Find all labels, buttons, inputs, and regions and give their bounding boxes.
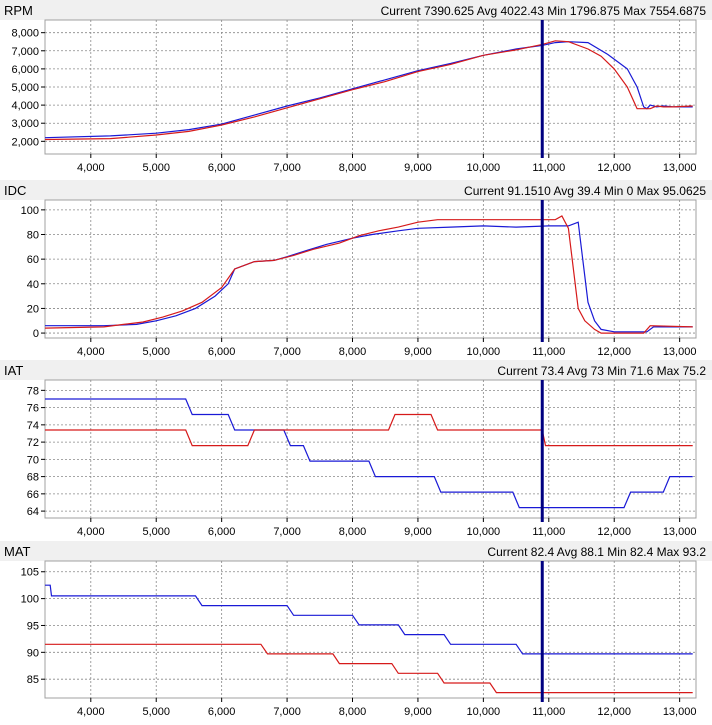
x-tick-label: 11,000 xyxy=(532,162,565,174)
plot-area xyxy=(44,199,697,339)
y-tick-label: 8,000 xyxy=(11,28,39,40)
y-tick-label: 85 xyxy=(27,674,39,686)
y-tick-label: 100 xyxy=(21,205,39,217)
x-tick-label: 5,000 xyxy=(142,706,170,718)
y-tick-label: 74 xyxy=(27,420,39,432)
y-tick-label: 95 xyxy=(27,620,39,632)
panel-stats: Current 91.1510 Avg 39.4 Min 0 Max 95.06… xyxy=(464,184,706,198)
x-tick-label: 4,000 xyxy=(77,346,105,358)
panel-stats: Current 7390.625 Avg 4022.43 Min 1796.87… xyxy=(381,4,707,18)
y-tick-label: 105 xyxy=(21,567,39,579)
series-line-blue xyxy=(45,221,693,333)
x-tick-label: 6,000 xyxy=(208,526,236,538)
y-tick-label: 60 xyxy=(27,254,39,266)
x-tick-label: 12,000 xyxy=(597,706,631,718)
x-tick-label: 6,000 xyxy=(208,162,236,174)
panel-title: RPM xyxy=(4,3,33,18)
y-tick-label: 4,000 xyxy=(11,100,39,112)
panel-header xyxy=(0,0,712,20)
x-tick-label: 10,000 xyxy=(467,346,501,358)
y-tick-label: 76 xyxy=(27,403,39,415)
y-tick-label: 6,000 xyxy=(11,64,39,76)
y-tick-label: 7,000 xyxy=(11,46,39,58)
panel-idc: IDC Current 91.1510 Avg 39.4 Min 0 Max 95… xyxy=(0,180,712,358)
x-tick-label: 9,000 xyxy=(404,526,432,538)
x-tick-label: 10,000 xyxy=(467,162,501,174)
y-tick-label: 0 xyxy=(33,328,39,340)
x-tick-label: 9,000 xyxy=(404,162,432,174)
x-tick-label: 4,000 xyxy=(77,162,105,174)
x-tick-label: 7,000 xyxy=(273,162,301,174)
x-tick-label: 6,000 xyxy=(208,346,236,358)
x-tick-label: 8,000 xyxy=(339,526,367,538)
y-tick-label: 90 xyxy=(27,647,39,659)
series-line-blue xyxy=(45,584,693,655)
x-tick-label: 5,000 xyxy=(142,346,170,358)
panel-title: MAT xyxy=(4,544,31,559)
series-line-red xyxy=(45,40,693,141)
x-tick-label: 6,000 xyxy=(208,706,236,718)
x-tick-label: 11,000 xyxy=(532,526,565,538)
x-tick-label: 13,000 xyxy=(663,706,697,718)
panel-title: IAT xyxy=(4,363,23,378)
y-tick-label: 2,000 xyxy=(11,136,39,148)
panel-header xyxy=(0,541,712,561)
y-tick-label: 68 xyxy=(27,472,39,484)
x-tick-label: 11,000 xyxy=(532,346,565,358)
panel-iat: IAT Current 73.4 Avg 73 Min 71.6 Max 75.2… xyxy=(0,360,712,538)
x-tick-label: 10,000 xyxy=(467,526,501,538)
panel-mat: MAT Current 82.4 Avg 88.1 Min 82.4 Max 93… xyxy=(0,541,712,718)
x-tick-label: 7,000 xyxy=(273,526,301,538)
x-tick-label: 13,000 xyxy=(663,346,697,358)
y-tick-label: 70 xyxy=(27,454,39,466)
y-tick-label: 20 xyxy=(27,303,39,315)
x-tick-label: 5,000 xyxy=(142,162,170,174)
x-tick-label: 4,000 xyxy=(77,706,105,718)
y-tick-label: 72 xyxy=(27,437,39,449)
x-tick-label: 13,000 xyxy=(663,526,697,538)
y-tick-label: 66 xyxy=(27,489,39,501)
x-tick-label: 5,000 xyxy=(142,526,170,538)
panel-stats: Current 82.4 Avg 88.1 Min 82.4 Max 93.2 xyxy=(487,545,706,559)
panel-rpm: RPM Current 7390.625 Avg 4022.43 Min 1796… xyxy=(0,0,712,174)
plot-area xyxy=(44,560,697,699)
y-tick-label: 40 xyxy=(27,279,39,291)
x-tick-label: 12,000 xyxy=(597,346,631,358)
x-tick-label: 4,000 xyxy=(77,526,105,538)
panel-title: IDC xyxy=(4,183,26,198)
plot-area xyxy=(44,379,697,519)
x-tick-label: 8,000 xyxy=(339,706,367,718)
x-tick-label: 11,000 xyxy=(532,706,565,718)
x-tick-label: 8,000 xyxy=(339,162,367,174)
y-tick-label: 64 xyxy=(27,506,39,518)
x-tick-label: 9,000 xyxy=(404,706,432,718)
y-tick-label: 100 xyxy=(21,594,39,606)
x-tick-label: 10,000 xyxy=(467,706,501,718)
y-tick-label: 78 xyxy=(27,385,39,397)
y-tick-label: 5,000 xyxy=(11,82,39,94)
panel-header xyxy=(0,360,712,380)
x-tick-label: 8,000 xyxy=(339,346,367,358)
x-tick-label: 12,000 xyxy=(597,162,631,174)
x-tick-label: 7,000 xyxy=(273,346,301,358)
panel-header xyxy=(0,180,712,200)
x-tick-label: 12,000 xyxy=(597,526,631,538)
y-tick-label: 80 xyxy=(27,230,39,242)
x-tick-label: 13,000 xyxy=(663,162,697,174)
series-line-red xyxy=(45,643,693,694)
series-line-blue xyxy=(45,398,693,509)
x-tick-label: 9,000 xyxy=(404,346,432,358)
panel-stats: Current 73.4 Avg 73 Min 71.6 Max 75.2 xyxy=(497,364,706,378)
y-tick-label: 3,000 xyxy=(11,118,39,130)
x-tick-label: 7,000 xyxy=(273,706,301,718)
series-line-red xyxy=(45,215,693,334)
